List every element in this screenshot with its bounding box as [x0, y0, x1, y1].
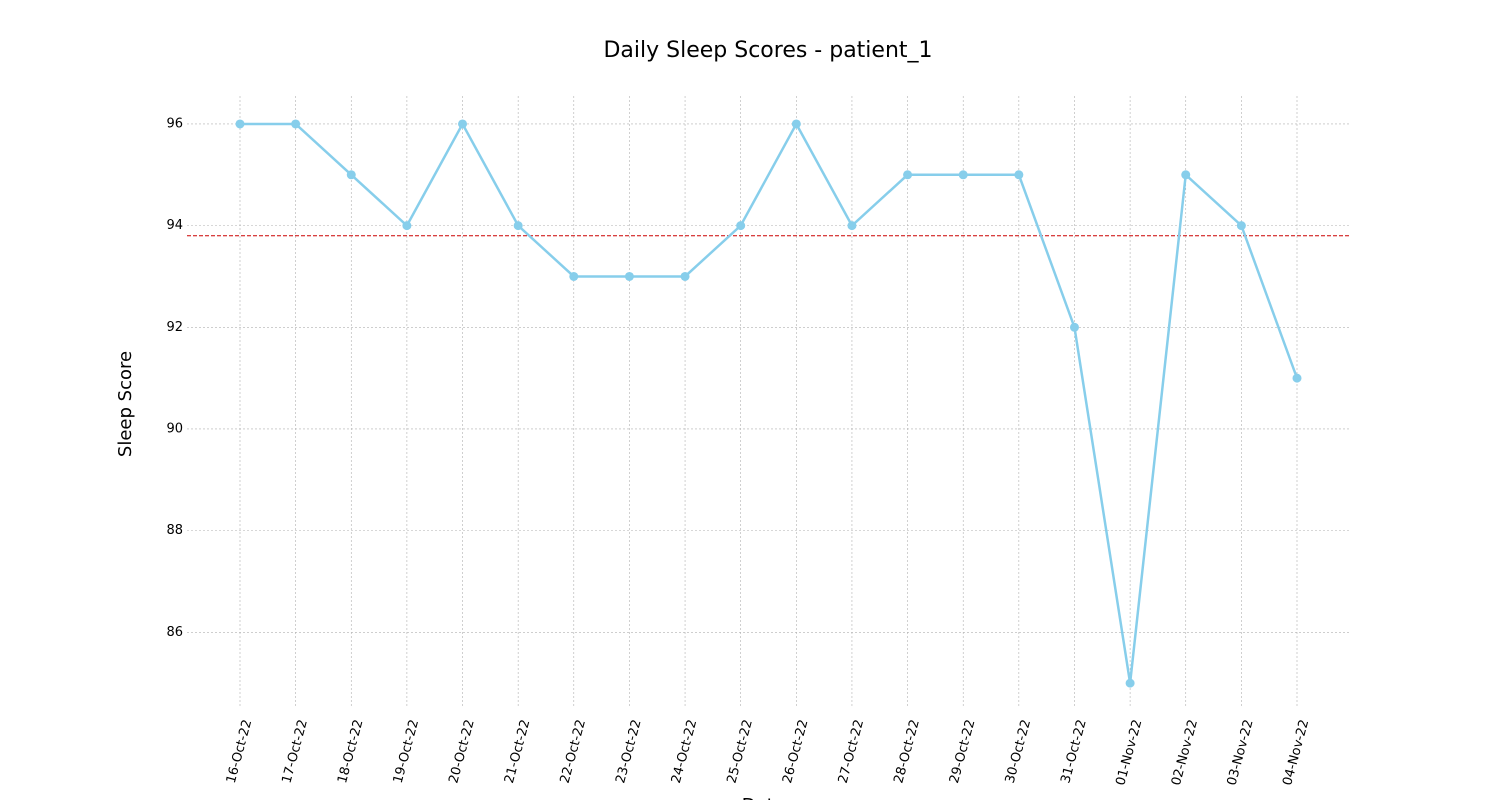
data-point [513, 221, 523, 231]
x-tick-label: 23-Oct-22 [613, 718, 644, 785]
data-point [1069, 322, 1079, 332]
x-tick-label: 16-Oct-22 [224, 718, 255, 785]
x-tick-label: 01-Nov-22 [1113, 718, 1145, 787]
x-tick-label: 22-Oct-22 [558, 718, 589, 785]
x-tick-label: 24-Oct-22 [669, 718, 700, 785]
x-tick-label: 25-Oct-22 [725, 718, 756, 785]
x-tick-label: 20-Oct-22 [446, 718, 477, 785]
data-point [1236, 221, 1246, 231]
data-point [291, 119, 301, 129]
y-tick-label: 90 [166, 421, 183, 436]
x-tick-label: 04-Nov-22 [1280, 718, 1312, 787]
y-tick-label: 88 [166, 523, 183, 538]
data-point [1181, 170, 1191, 180]
data-point [958, 170, 968, 180]
x-tick-label: 29-Oct-22 [947, 718, 978, 785]
x-tick-label: 18-Oct-22 [335, 718, 366, 785]
data-point [346, 170, 356, 180]
x-tick-label: 28-Oct-22 [891, 718, 922, 785]
x-tick-label: 19-Oct-22 [391, 718, 422, 785]
y-tick-label: 94 [166, 218, 183, 233]
data-point [624, 271, 634, 281]
x-axis-label: Dates [742, 795, 794, 800]
data-point [791, 119, 801, 129]
data-point [402, 221, 412, 231]
x-tick-label: 02-Nov-22 [1169, 718, 1201, 787]
data-point [847, 221, 857, 231]
y-tick-label: 92 [166, 320, 183, 335]
data-point [903, 170, 913, 180]
data-point [569, 271, 579, 281]
data-line [240, 121, 1299, 684]
y-tick-label: 96 [166, 116, 183, 131]
data-point [736, 221, 746, 231]
data-point [680, 271, 690, 281]
data-point [458, 119, 468, 129]
data-point [1292, 373, 1302, 383]
y-axis-label: Sleep Score [115, 351, 136, 457]
x-tick-label: 26-Oct-22 [780, 718, 811, 785]
x-tick-label: 30-Oct-22 [1003, 718, 1034, 785]
y-tick-label: 86 [166, 625, 183, 640]
x-tick-label: 21-Oct-22 [502, 718, 533, 785]
x-tick-label: 17-Oct-22 [279, 718, 310, 785]
chart-title: Daily Sleep Scores - patient_1 [603, 38, 932, 63]
data-point [1125, 678, 1135, 688]
x-tick-label: 03-Nov-22 [1225, 718, 1257, 787]
x-tick-label: 27-Oct-22 [836, 718, 867, 785]
data-point [235, 119, 245, 129]
x-tick-label: 31-Oct-22 [1058, 718, 1089, 785]
data-point [1014, 170, 1024, 180]
